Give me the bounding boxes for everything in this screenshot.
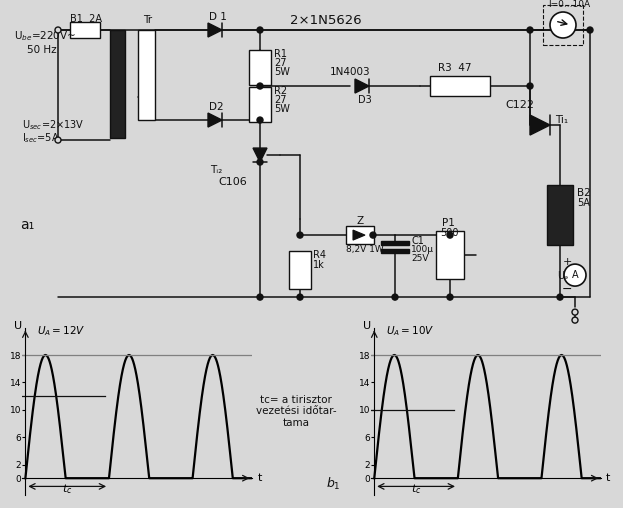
Circle shape: [257, 159, 263, 165]
Bar: [70, 22, 100, 38]
Circle shape: [447, 232, 453, 238]
Text: 100μ: 100μ: [411, 244, 434, 253]
Circle shape: [392, 294, 398, 300]
Text: 25V: 25V: [411, 253, 429, 263]
Text: U: U: [363, 321, 371, 331]
Circle shape: [572, 317, 578, 323]
Circle shape: [572, 309, 578, 315]
Text: +: +: [563, 257, 573, 267]
Text: t: t: [606, 473, 611, 483]
Text: D 1: D 1: [209, 12, 227, 22]
Circle shape: [257, 27, 263, 33]
Circle shape: [55, 137, 61, 143]
Bar: [249, 87, 271, 122]
Text: A: A: [572, 270, 578, 280]
Bar: [547, 185, 573, 245]
Circle shape: [447, 294, 453, 300]
Circle shape: [257, 83, 263, 89]
Circle shape: [550, 12, 576, 38]
Text: Uₔ: Uₔ: [557, 271, 568, 281]
Text: B1  2A: B1 2A: [70, 14, 102, 24]
Text: R1: R1: [274, 49, 287, 59]
Circle shape: [257, 294, 263, 300]
Polygon shape: [353, 230, 365, 240]
Text: 2×1N5626: 2×1N5626: [290, 14, 361, 26]
Bar: [346, 226, 374, 244]
Text: R3  47: R3 47: [438, 63, 472, 73]
Text: 500: 500: [440, 228, 459, 238]
Circle shape: [527, 83, 533, 89]
Bar: [289, 251, 311, 289]
Text: R4: R4: [313, 250, 326, 260]
Circle shape: [557, 294, 563, 300]
Text: B2: B2: [577, 188, 591, 198]
Text: 5A: 5A: [577, 198, 590, 208]
Text: Z: Z: [356, 216, 364, 226]
Circle shape: [297, 232, 303, 238]
Text: U$_{sec}$=2×13V: U$_{sec}$=2×13V: [22, 118, 85, 132]
Text: 27: 27: [274, 58, 287, 68]
Bar: [249, 50, 271, 85]
Text: U: U: [14, 321, 22, 331]
Text: U$_{be}$=220V~
    50 Hz: U$_{be}$=220V~ 50 Hz: [14, 29, 76, 55]
Text: C106: C106: [218, 177, 247, 187]
Text: Tr: Tr: [143, 15, 153, 25]
Bar: [430, 76, 490, 96]
Text: $b_1$: $b_1$: [326, 475, 341, 492]
Bar: [381, 249, 409, 253]
Text: P1: P1: [442, 218, 455, 228]
Text: I$_{sec}$=5A: I$_{sec}$=5A: [22, 131, 60, 145]
Text: tᴄ= a tirisztor
vezetési időtar-
tama: tᴄ= a tirisztor vezetési időtar- tama: [255, 395, 336, 428]
Bar: [436, 231, 464, 279]
Text: R2: R2: [274, 86, 287, 96]
Circle shape: [587, 27, 593, 33]
Polygon shape: [208, 113, 222, 127]
Text: 27: 27: [274, 95, 287, 105]
Text: C1: C1: [411, 236, 424, 246]
Text: Ti₁: Ti₁: [555, 115, 568, 125]
Text: a₁: a₁: [20, 218, 34, 232]
Text: 1k: 1k: [313, 260, 325, 270]
Polygon shape: [355, 79, 369, 93]
Text: Tᵢ₂: Tᵢ₂: [210, 165, 222, 175]
Text: 1N4003: 1N4003: [330, 67, 371, 77]
Text: $U_A=10V$: $U_A=10V$: [386, 325, 435, 338]
Circle shape: [527, 27, 533, 33]
Circle shape: [257, 117, 263, 123]
Circle shape: [564, 264, 586, 286]
Text: 5W: 5W: [274, 104, 290, 114]
Text: $U_A=12V$: $U_A=12V$: [37, 325, 86, 338]
Bar: [381, 241, 409, 245]
Text: 5W: 5W: [274, 67, 290, 77]
Text: −: −: [562, 282, 573, 296]
Bar: [138, 30, 155, 120]
Circle shape: [370, 232, 376, 238]
Polygon shape: [253, 148, 267, 162]
Circle shape: [55, 27, 61, 33]
Text: t: t: [257, 473, 262, 483]
Text: $t_c$: $t_c$: [411, 483, 421, 496]
Text: C122: C122: [505, 100, 534, 110]
Text: $t_c$: $t_c$: [62, 483, 72, 496]
Polygon shape: [530, 115, 550, 135]
Text: D2: D2: [209, 102, 224, 112]
Polygon shape: [208, 23, 222, 37]
Text: I=0...10A: I=0...10A: [548, 0, 590, 9]
Circle shape: [297, 294, 303, 300]
Bar: [543, 5, 583, 45]
Bar: [110, 30, 125, 138]
Text: 8,2V 1W: 8,2V 1W: [346, 244, 384, 253]
Text: D3: D3: [358, 95, 372, 105]
